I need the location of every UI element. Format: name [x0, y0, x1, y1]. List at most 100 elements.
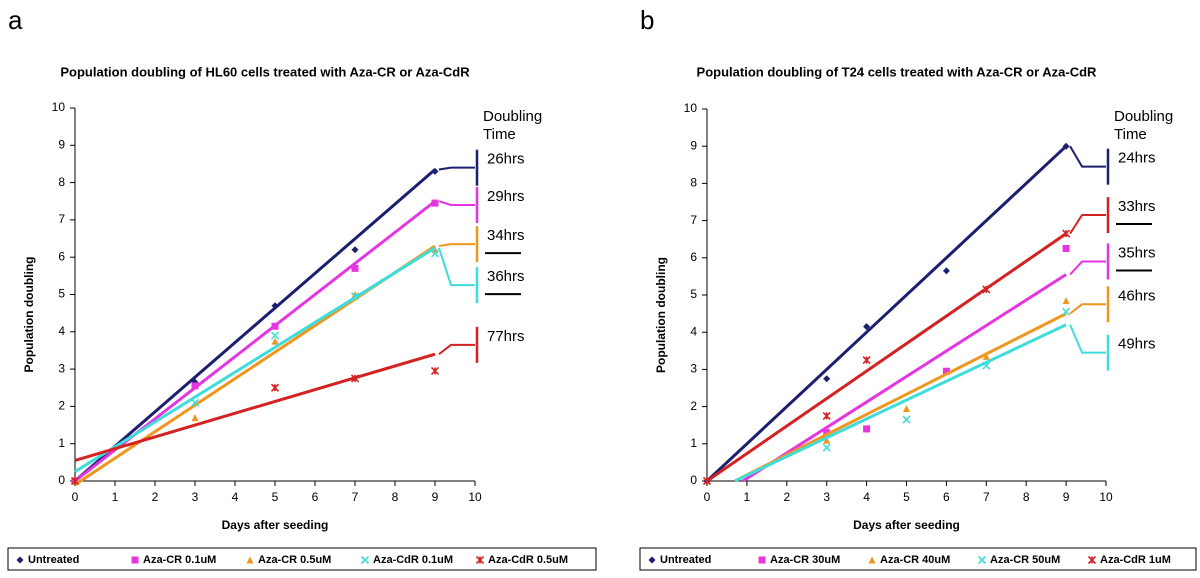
marker	[190, 398, 200, 407]
legend-marker	[131, 556, 139, 564]
marker	[271, 322, 279, 330]
marker	[702, 476, 712, 486]
x-tick-label: 8	[392, 490, 399, 504]
trend-line	[734, 323, 1067, 483]
legend-label: Aza-CR 0.1uM	[143, 554, 216, 566]
y-axis-label: Population doubling	[654, 257, 668, 373]
legend-box	[7, 547, 597, 571]
x-tick-label: 5	[272, 490, 279, 504]
doubling-connector	[438, 343, 475, 355]
x-tick-label: 2	[152, 490, 159, 504]
y-tick-label: 9	[58, 137, 65, 151]
legend-label: Untreated	[28, 554, 79, 566]
y-tick-label: 10	[52, 100, 66, 114]
marker	[942, 267, 950, 275]
doubling-connector	[438, 243, 475, 247]
x-tick-label: 7	[983, 490, 990, 504]
doubling-connector	[438, 200, 475, 206]
marker	[270, 331, 280, 340]
legend-label: Aza-CR 40uM	[880, 554, 950, 566]
y-tick-label: 3	[690, 362, 697, 376]
trend-line	[705, 145, 1068, 483]
marker	[271, 337, 279, 345]
trend-line	[74, 246, 436, 473]
doubling-time: 36hrs	[487, 268, 525, 285]
marker	[1062, 307, 1071, 316]
panel-label: b	[640, 5, 654, 35]
doubling-time: 35hrs	[1118, 244, 1156, 261]
doubling-time: 77hrs	[487, 328, 525, 345]
doubling-header: Time	[1114, 126, 1147, 143]
x-tick-label: 7	[352, 490, 359, 504]
marker	[431, 167, 439, 175]
x-axis-label: Days after seeding	[853, 518, 960, 532]
x-axis-label: Days after seeding	[222, 518, 329, 532]
x-tick-label: 6	[312, 490, 319, 504]
x-tick-label: 6	[943, 490, 950, 504]
marker	[822, 443, 831, 452]
y-tick-label: 0	[690, 473, 697, 487]
x-tick-label: 5	[903, 490, 910, 504]
trend-line	[742, 273, 1067, 483]
y-tick-label: 1	[690, 436, 697, 450]
x-tick-label: 10	[1099, 490, 1113, 504]
marker	[191, 382, 199, 390]
legend-marker	[1087, 555, 1097, 565]
doubling-connector	[438, 166, 475, 171]
legend-label: Untreated	[660, 554, 711, 566]
x-tick-label: 1	[744, 490, 751, 504]
legend-marker	[360, 555, 370, 565]
legend-marker	[758, 556, 766, 564]
marker	[863, 425, 871, 433]
y-tick-label: 6	[690, 250, 697, 264]
doubling-header: Time	[483, 126, 516, 143]
y-tick-label: 1	[58, 436, 65, 450]
legend-marker	[868, 556, 876, 564]
legend-marker	[475, 555, 485, 565]
y-tick-label: 9	[690, 138, 697, 152]
marker	[351, 264, 359, 272]
y-tick-label: 2	[690, 399, 697, 413]
marker	[430, 249, 440, 258]
y-tick-label: 6	[58, 249, 65, 263]
marker	[1062, 142, 1070, 150]
doubling-time: 34hrs	[487, 227, 525, 244]
chart-title: Population doubling of HL60 cells treate…	[60, 64, 470, 79]
x-tick-label: 9	[432, 490, 439, 504]
x-tick-label: 4	[863, 490, 870, 504]
trend-line	[74, 168, 436, 483]
x-tick-label: 3	[823, 490, 830, 504]
marker	[430, 366, 440, 376]
marker	[982, 352, 990, 360]
doubling-header: Doubling	[1114, 108, 1173, 125]
y-tick-label: 0	[58, 473, 65, 487]
doubling-header: Doubling	[483, 108, 542, 125]
doubling-connector	[438, 247, 475, 287]
y-tick-label: 10	[684, 101, 698, 115]
legend-marker	[16, 556, 24, 564]
doubling-time: 24hrs	[1118, 150, 1156, 167]
y-tick-label: 7	[690, 213, 697, 227]
x-tick-label: 2	[783, 490, 790, 504]
marker	[822, 411, 831, 420]
legend-label: Aza-CdR 0.5uM	[488, 554, 568, 566]
trend-line	[706, 232, 1067, 483]
y-tick-label: 5	[690, 287, 697, 301]
doubling-connector	[1069, 303, 1106, 315]
marker	[351, 246, 359, 254]
marker	[823, 375, 831, 383]
chart-title: Population doubling of T24 cells treated…	[697, 64, 1097, 79]
marker	[1062, 245, 1070, 252]
legend-label: Aza-CdR 0.1uM	[373, 554, 453, 566]
marker	[350, 374, 360, 383]
marker	[823, 436, 831, 444]
legend-marker	[246, 556, 254, 564]
legend-label: Aza-CR 0.5uM	[258, 554, 331, 566]
x-tick-label: 9	[1063, 490, 1070, 504]
marker	[350, 292, 360, 301]
marker	[70, 476, 80, 486]
legend-marker	[977, 555, 987, 565]
y-tick-label: 8	[690, 176, 697, 190]
doubling-time: 49hrs	[1118, 336, 1156, 353]
